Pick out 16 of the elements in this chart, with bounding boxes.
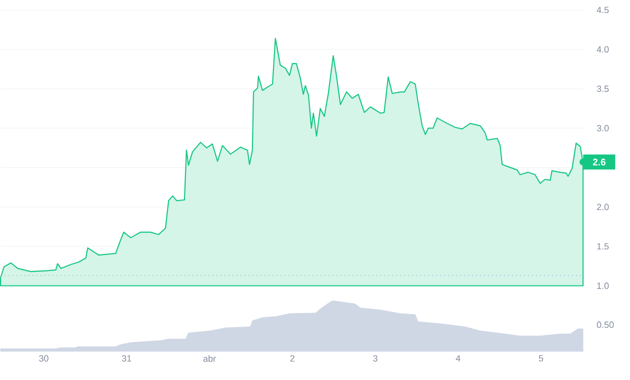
annotation: 2.6 <box>592 158 606 166</box>
x-tick-label: 2 <box>290 355 294 362</box>
y-tick-label: 4.5 <box>596 7 609 14</box>
x-tick-label: 30 <box>39 355 48 362</box>
x-tick-label: 31 <box>122 355 132 362</box>
x-tick-label: 5 <box>538 355 544 362</box>
y-tick-label: 1.5 <box>597 243 609 250</box>
x-tick-label: 4 <box>456 355 460 362</box>
y-tick-label: 4.0 <box>596 46 609 53</box>
x-tick-label: abr <box>203 355 216 362</box>
y-tick-label: 3.5 <box>596 86 609 92</box>
y-tick-label: 1.0 <box>597 282 609 290</box>
x-tick-label: 3 <box>373 355 378 362</box>
y-tick-label: 3.0 <box>596 125 609 132</box>
text: 0.50 <box>596 322 614 328</box>
y-tick-label: 2.0 <box>597 204 609 210</box>
